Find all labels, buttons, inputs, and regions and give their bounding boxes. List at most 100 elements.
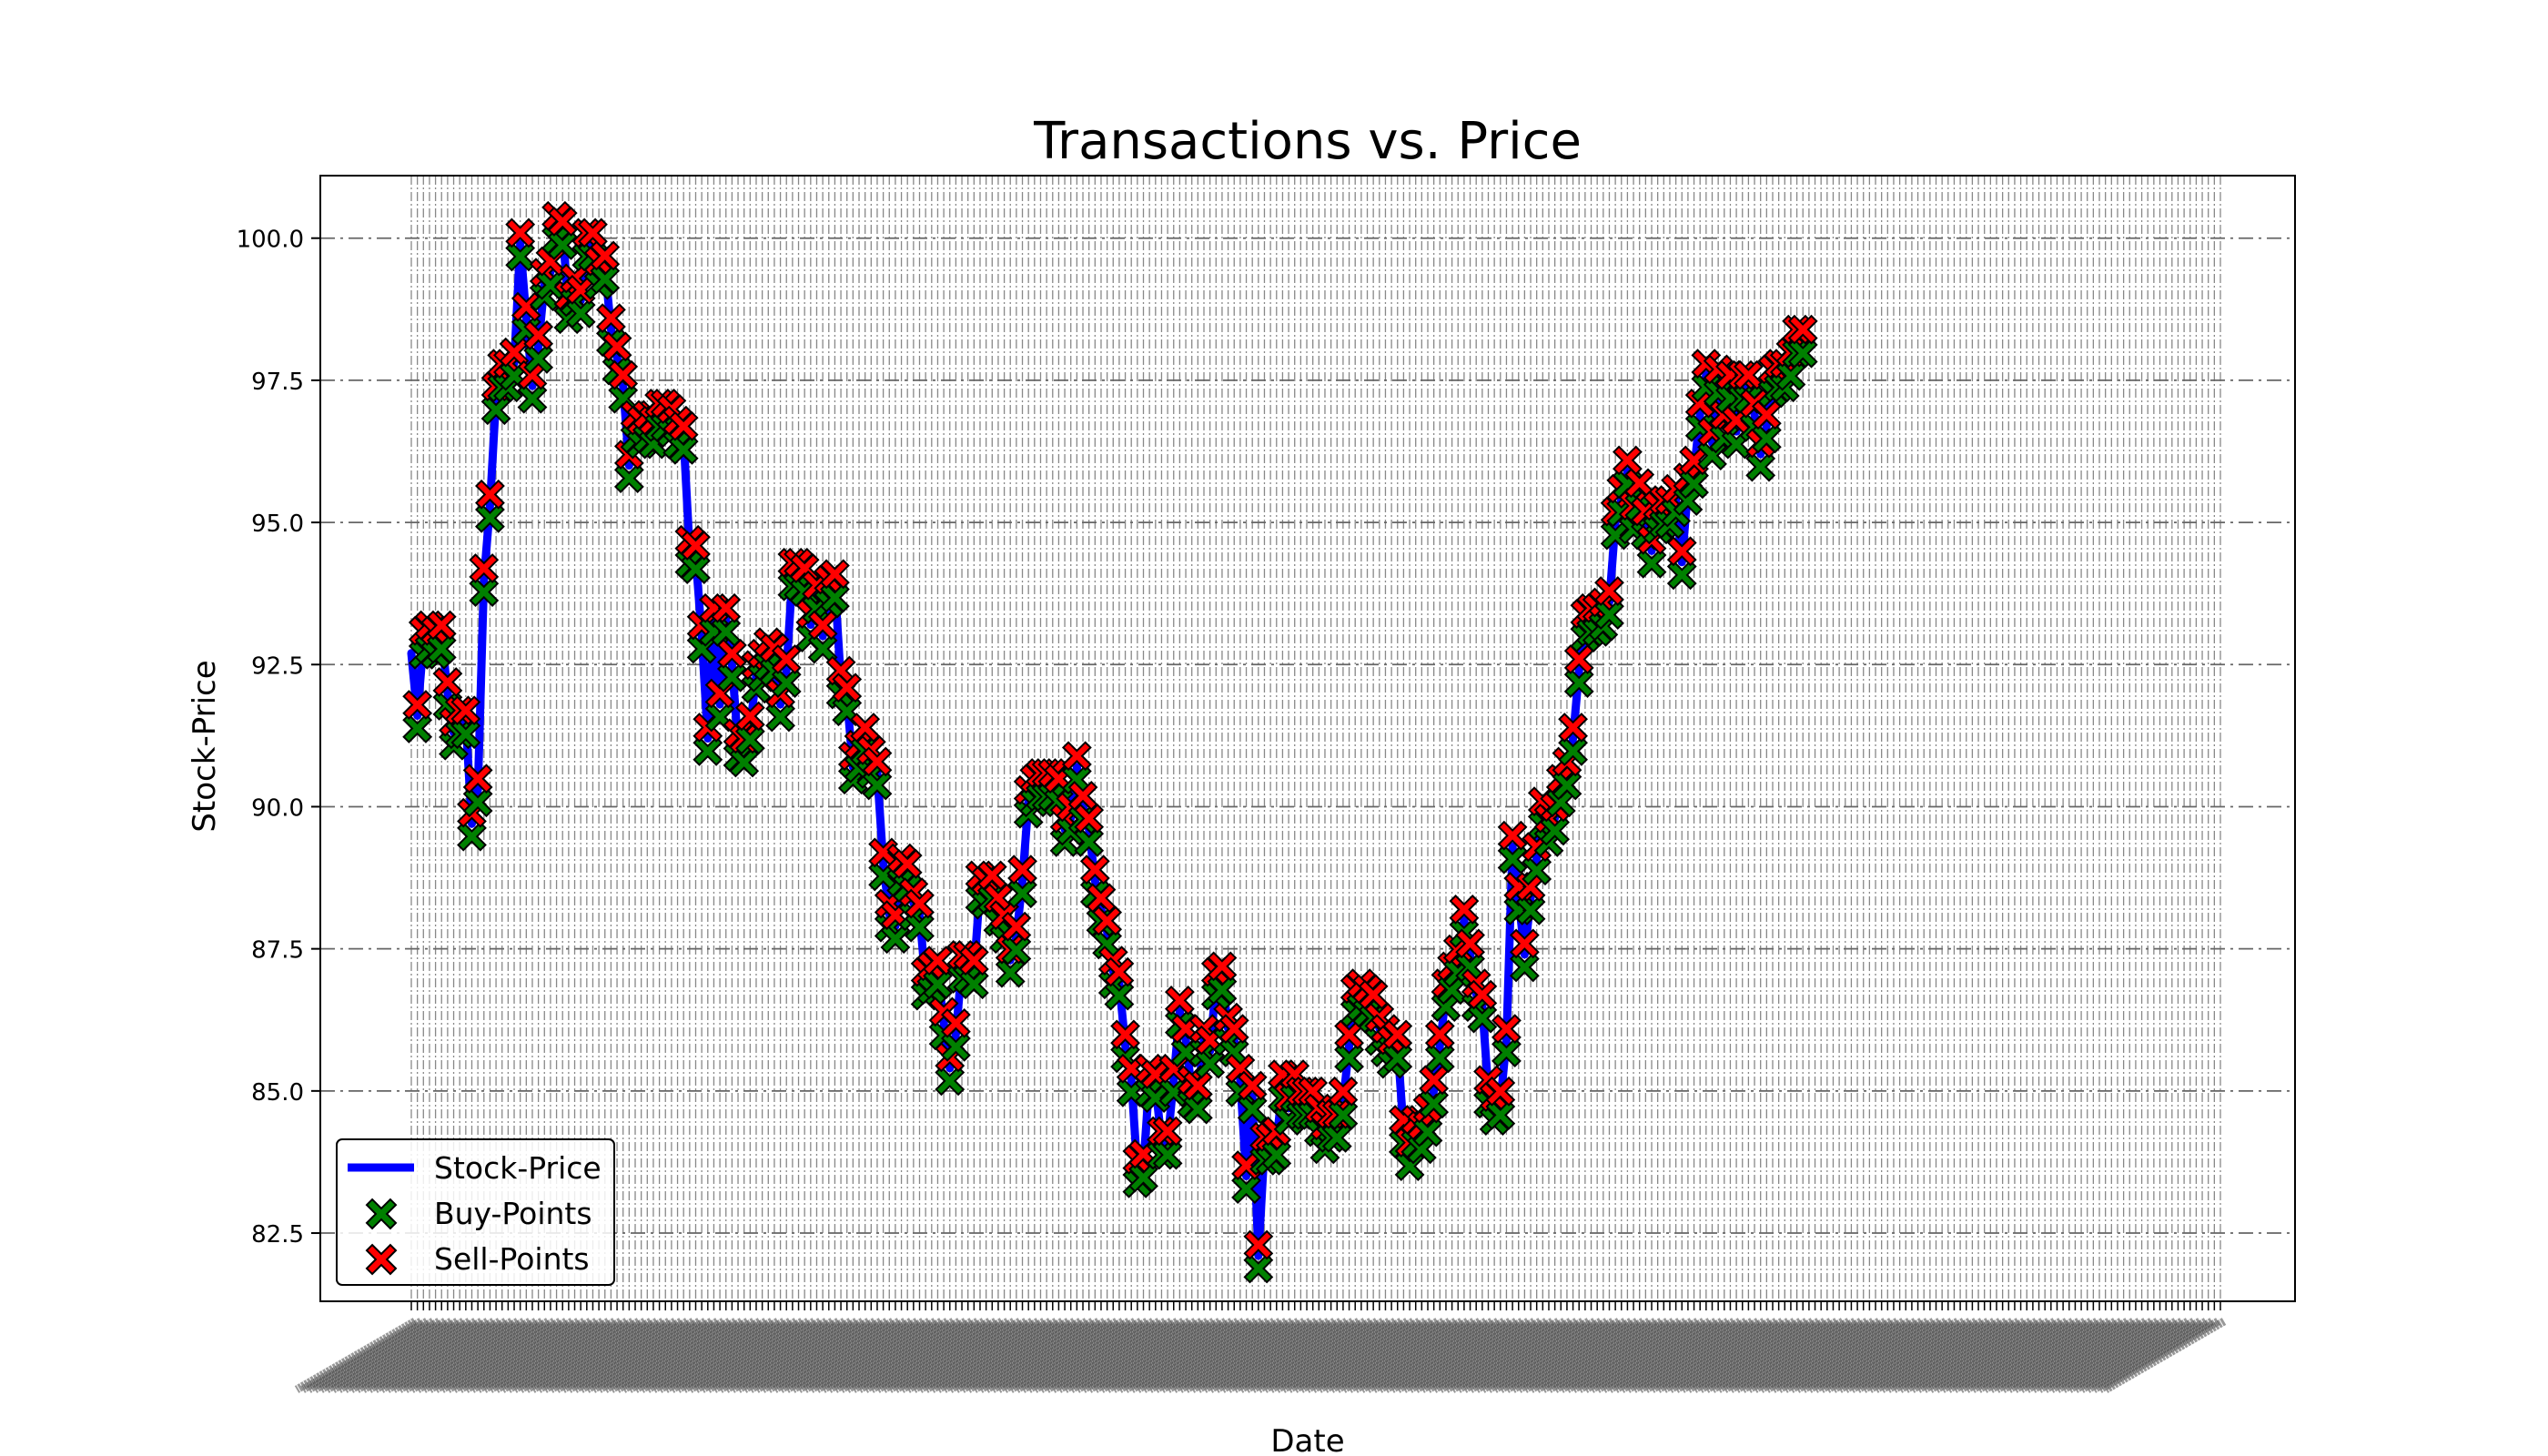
sell-point <box>1110 1019 1140 1050</box>
sell-point <box>905 888 935 919</box>
sell-point <box>1007 854 1037 885</box>
sell-point <box>976 860 1007 891</box>
buy-point <box>1001 935 1032 966</box>
buy-point <box>480 395 511 426</box>
buy-point <box>935 1066 966 1097</box>
sell-point <box>771 644 802 674</box>
sell-point <box>1001 911 1032 942</box>
sell-point <box>711 592 742 623</box>
sell-point <box>1382 1019 1413 1050</box>
buy-point <box>771 668 802 698</box>
buy-point <box>1412 1117 1443 1148</box>
buy-point <box>475 502 505 533</box>
buy-point <box>905 912 935 943</box>
buy-point <box>1775 360 1806 391</box>
sell-point <box>1449 895 1480 925</box>
y-tick-label: 87.5 <box>251 937 304 965</box>
buy-point <box>1787 338 1818 369</box>
buy-point <box>450 719 481 750</box>
buy-point <box>1751 423 1782 454</box>
sell-point <box>595 303 626 334</box>
sell-point <box>1152 1116 1183 1147</box>
sell-point <box>523 320 554 350</box>
legend-buy-x <box>365 1198 398 1230</box>
sell-point <box>1237 1070 1268 1101</box>
x-axis-label: Date <box>1270 1423 1344 1456</box>
sell-point <box>820 559 850 590</box>
sell-point <box>850 713 881 743</box>
buy-point <box>1552 770 1582 801</box>
buy-point <box>1745 451 1776 482</box>
buy-point <box>1497 844 1528 875</box>
buy-point <box>716 662 747 693</box>
buy-point <box>1467 1003 1498 1034</box>
sell-point <box>469 553 500 583</box>
sell-point <box>940 1007 971 1038</box>
buy-point <box>1382 1043 1413 1074</box>
buy-point <box>1231 1174 1261 1204</box>
sell-point <box>475 479 505 510</box>
legend: Stock-Price Buy-Points Sell-Points <box>336 1138 615 1286</box>
y-axis-label: Stock-Price <box>187 660 223 832</box>
sell-point <box>1455 928 1485 959</box>
sell-point <box>1358 979 1389 1010</box>
sell-point <box>1104 956 1135 987</box>
y-tick-label: 97.5 <box>251 369 304 396</box>
buy-point <box>535 269 566 300</box>
buy-point <box>1666 560 1697 591</box>
buy-point <box>1104 980 1135 1011</box>
sell-point <box>1624 468 1655 499</box>
sell-point <box>602 331 632 362</box>
buy-point <box>1491 1037 1522 1068</box>
legend-label-stock-price: Stock-Price <box>434 1150 602 1186</box>
sell-point <box>1074 804 1105 834</box>
legend-buy-marker <box>365 1198 398 1230</box>
legend-sell-x <box>365 1243 398 1276</box>
sell-point <box>1424 1019 1455 1050</box>
sell-point <box>1061 741 1092 772</box>
axes-frame <box>319 175 2296 1302</box>
sell-point <box>608 359 639 390</box>
buy-point <box>880 924 911 955</box>
sell-point <box>1733 359 1764 390</box>
buy-point <box>1182 1094 1213 1125</box>
buy-point <box>734 724 765 755</box>
sell-point <box>1067 781 1098 811</box>
buy-point <box>1334 1043 1364 1074</box>
buy-point <box>469 577 500 607</box>
x-tick-label <box>2103 1318 2227 1393</box>
sell-point <box>1243 1229 1274 1260</box>
buy-point <box>1007 878 1037 909</box>
sell-point <box>1509 928 1540 959</box>
chart-title: Transactions vs. Price <box>1033 112 1582 171</box>
buy-point <box>923 969 953 1000</box>
y-tick-label: 95.0 <box>251 511 304 538</box>
buy-point <box>1540 815 1571 846</box>
sell-point <box>681 531 711 561</box>
buy-point <box>565 298 596 329</box>
buy-point <box>958 969 989 1000</box>
y-tick-label: 100.0 <box>237 227 304 254</box>
sell-point <box>862 746 893 777</box>
buy-point <box>613 463 644 494</box>
y-tick-label: 82.5 <box>251 1221 304 1249</box>
buy-point <box>940 1031 971 1062</box>
y-tick-label: 90.0 <box>251 794 304 822</box>
buy-point <box>523 344 554 374</box>
buy-point <box>729 747 760 778</box>
buy-point <box>862 770 893 801</box>
buy-point <box>1563 668 1594 698</box>
buy-point <box>462 787 493 818</box>
buy-point <box>457 821 487 852</box>
buy-point <box>681 554 711 584</box>
sell-point <box>505 217 536 248</box>
y-axis-ticks: 82.5 85.0 87.5 90.0 92.5 95.0 97.5 100.0 <box>237 227 320 1249</box>
sell-point <box>1491 1014 1522 1045</box>
buy-point <box>1207 975 1238 1006</box>
y-gridlines <box>320 237 2295 1234</box>
plot-area <box>402 200 1818 1284</box>
buy-point <box>1679 469 1709 500</box>
sell-point <box>832 672 863 703</box>
legend-label-buy-points: Buy-Points <box>434 1196 592 1231</box>
